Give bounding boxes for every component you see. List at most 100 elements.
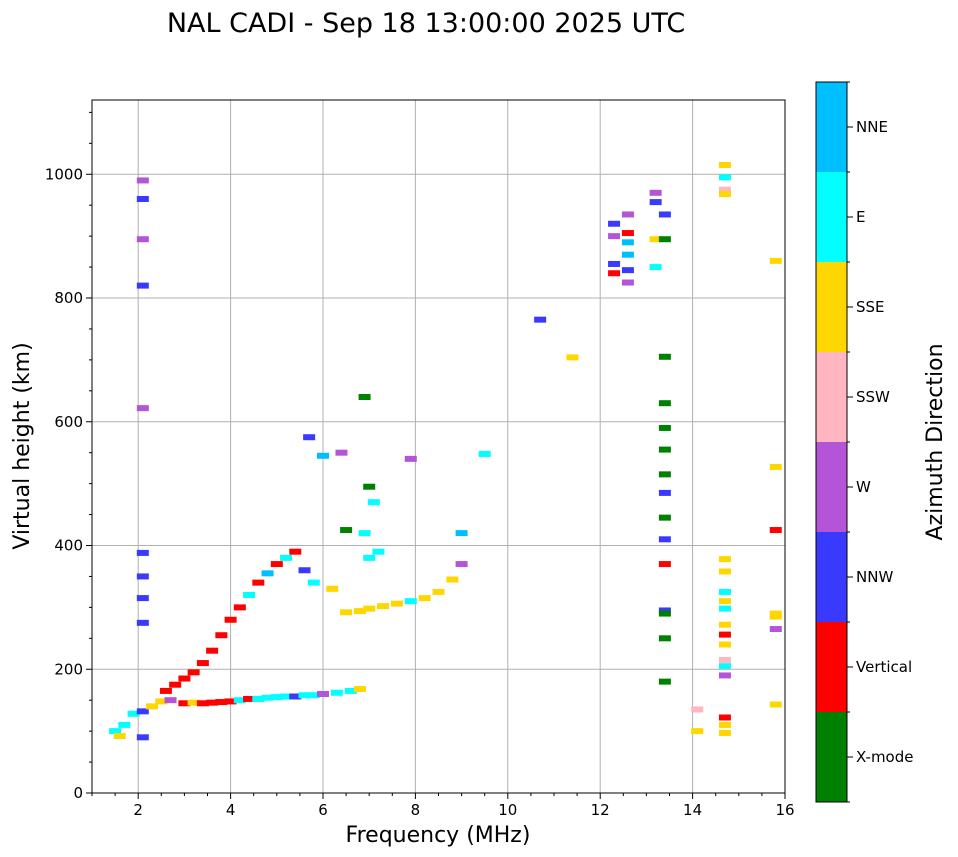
echo-mark (608, 233, 621, 240)
echo-mark (335, 449, 348, 456)
echo-mark (298, 567, 311, 574)
echo-mark (718, 721, 731, 728)
echo-mark (136, 573, 149, 580)
echo-mark (455, 530, 468, 537)
x-tick-label: 4 (226, 801, 236, 819)
echo-mark (233, 604, 246, 611)
echo-mark (307, 579, 320, 586)
echo-mark (136, 236, 149, 243)
plot-area (92, 100, 785, 793)
x-axis-label: Frequency (MHz) (346, 823, 531, 848)
colorbar-tick-label: E (856, 208, 865, 226)
echo-mark (109, 728, 122, 735)
echo-mark (769, 527, 782, 534)
echo-mark (691, 706, 704, 713)
echo-mark (658, 678, 671, 685)
echo-mark (621, 239, 634, 246)
echo-mark (404, 598, 417, 605)
echo-mark (621, 267, 634, 274)
echo-mark (136, 177, 149, 184)
echo-mark (658, 610, 671, 617)
echo-mark (233, 697, 246, 704)
echo-mark (340, 609, 353, 616)
echo-mark (377, 603, 390, 610)
y-tick-label: 600 (54, 413, 83, 431)
echo-mark (136, 619, 149, 626)
echo-mark (718, 598, 731, 605)
echo-mark (367, 499, 380, 506)
echo-mark (718, 641, 731, 648)
y-tick-label: 1000 (45, 165, 83, 183)
echo-mark (252, 695, 265, 702)
echo-mark (187, 669, 200, 676)
echo-mark (608, 260, 621, 267)
echo-mark (136, 405, 149, 412)
colorbar-swatch (816, 82, 847, 172)
x-tick-label: 2 (133, 801, 143, 819)
x-tick-label: 14 (683, 801, 702, 819)
axes: 2 4 6 8 10 12 14 16 0 200 400 600 800 1000 (45, 111, 795, 819)
echo-mark (317, 452, 329, 459)
x-tick-label: 10 (498, 801, 517, 819)
echo-mark (658, 607, 671, 614)
colorbar-tick-label: Vertical (856, 658, 912, 676)
echo-mark (307, 692, 320, 699)
echo-mark (344, 687, 357, 694)
echo-mark (270, 694, 283, 701)
colorbar-label: Azimuth Direction (923, 343, 948, 540)
x-tick-label: 8 (411, 801, 421, 819)
echo-mark (224, 698, 237, 705)
echo-mark (363, 554, 376, 561)
colorbar-swatch (816, 622, 847, 712)
chart-title: NAL CADI - Sep 18 13:00:00 2025 UTC (167, 8, 685, 39)
echo-mark (261, 570, 274, 577)
echo-mark (718, 672, 731, 679)
colorbar: X-mode Vertical NNW W SSW SSE E NNE (815, 81, 913, 803)
colorbar-swatch (816, 442, 847, 532)
echo-mark (621, 230, 634, 237)
echo-mark (169, 681, 182, 688)
y-tick-label: 400 (54, 537, 83, 555)
echo-mark (136, 708, 149, 715)
echo-mark (718, 556, 731, 563)
y-tick-label: 0 (73, 784, 83, 802)
echo-mark (270, 561, 283, 568)
echo-mark (206, 647, 219, 654)
echo-mark (534, 316, 547, 323)
echo-mark (390, 600, 403, 607)
colorbar-tick-label: X-mode (856, 748, 913, 766)
echo-mark (215, 699, 228, 706)
echo-mark (243, 695, 256, 702)
colorbar-swatch (816, 352, 847, 442)
echo-mark (658, 489, 671, 496)
colorbar-swatch (816, 532, 847, 622)
echo-mark (113, 733, 126, 740)
echo-mark (718, 631, 731, 638)
echo-mark (353, 686, 366, 693)
echo-mark (608, 220, 621, 227)
echo-mark (317, 691, 329, 697)
echo-mark (326, 585, 339, 592)
echo-mark (658, 400, 671, 407)
echo-mark (446, 576, 459, 583)
echo-mark (196, 660, 209, 667)
echo-mark (187, 699, 200, 706)
echo-mark (718, 663, 731, 670)
echo-mark (658, 561, 671, 568)
echo-mark (206, 699, 219, 706)
echo-mark (136, 282, 149, 289)
y-tick-label: 200 (54, 660, 83, 678)
echo-mark (691, 728, 704, 735)
echo-mark (649, 236, 662, 243)
colorbar-frame (815, 81, 848, 803)
echo-mark (372, 548, 385, 555)
echo-mark (358, 530, 371, 537)
echo-mark (280, 554, 293, 561)
echo-mark (127, 710, 140, 717)
echo-marks (109, 161, 782, 741)
echo-mark (363, 483, 376, 490)
echo-mark (658, 446, 671, 453)
y-tick-label: 800 (54, 289, 83, 307)
colorbar-tick-label: NNE (856, 118, 888, 136)
